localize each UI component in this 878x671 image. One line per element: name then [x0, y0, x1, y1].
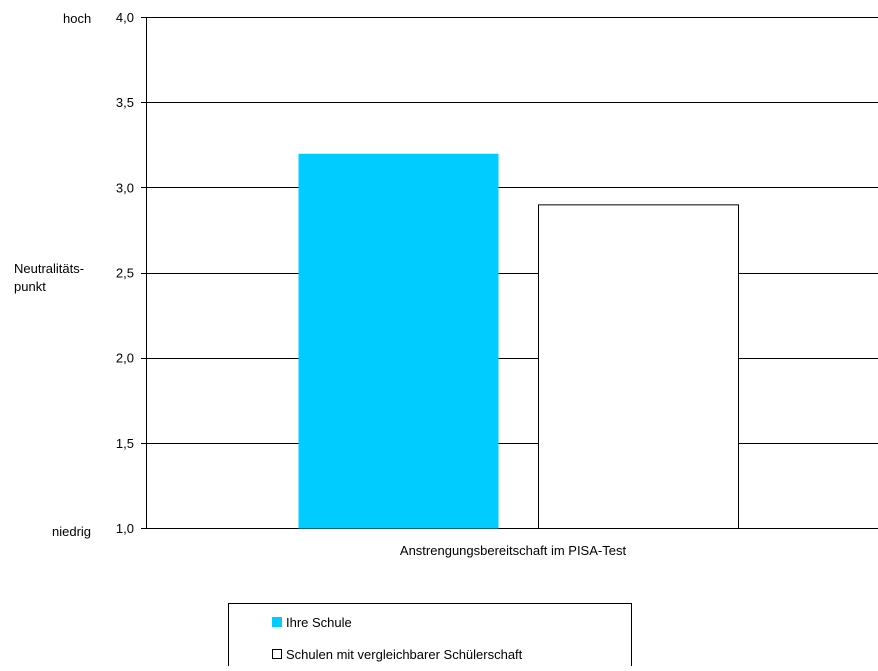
- y-tick-label: 1,0: [116, 521, 134, 536]
- y-tick-label: 3,0: [116, 180, 134, 195]
- y-annotation-middle-line1: Neutralitäts-: [14, 261, 84, 276]
- bars: [298, 153, 739, 529]
- legend-label-vergleichbare-schulen: Schulen mit vergleichbarer Schülerschaft: [286, 647, 523, 662]
- y-tick-label: 1,5: [116, 436, 134, 451]
- y-tick-label: 4,0: [116, 10, 134, 25]
- y-axis: 1,0 1,5 2,0 2,5 3,0 3,5 4,0: [116, 10, 147, 536]
- y-tick-label: 2,5: [116, 266, 134, 281]
- y-tick-label: 3,5: [116, 95, 134, 110]
- bar-ihre-schule: [298, 153, 499, 529]
- y-annotation-middle-line2: punkt: [14, 279, 46, 294]
- legend-swatch-ihre-schule: [272, 617, 282, 627]
- y-annotation-top: hoch: [63, 11, 91, 26]
- legend-box: [228, 603, 632, 667]
- y-tick-label: 2,0: [116, 351, 134, 366]
- x-axis-label: Anstrengungsbereitschaft im PISA-Test: [400, 543, 627, 558]
- legend-label-ihre-schule: Ihre Schule: [286, 615, 352, 630]
- bar-vergleichbare-schulen: [538, 204, 739, 529]
- grid-lines: [146, 17, 878, 529]
- legend: Ihre Schule Schulen mit vergleichbarer S…: [228, 603, 632, 667]
- y-annotation-bottom: niedrig: [52, 524, 91, 539]
- legend-swatch-vergleichbare-schulen: [272, 649, 282, 659]
